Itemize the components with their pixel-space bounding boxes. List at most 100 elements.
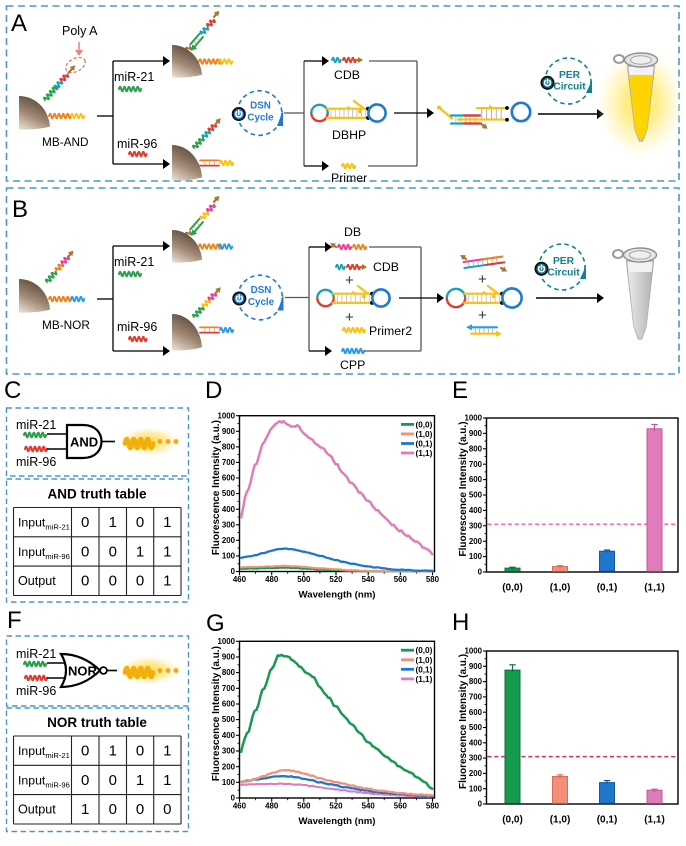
svg-text:A: A	[11, 10, 27, 37]
svg-text:(1,0): (1,0)	[416, 430, 433, 439]
svg-text:580: 580	[426, 575, 440, 584]
svg-text:600: 600	[222, 700, 236, 709]
svg-text:NOR truth table: NOR truth table	[47, 715, 147, 730]
svg-text:0: 0	[136, 514, 144, 531]
svg-text:Output: Output	[18, 803, 56, 817]
svg-text:200: 200	[469, 769, 483, 778]
svg-text:500: 500	[222, 489, 236, 498]
svg-text:(1,0): (1,0)	[416, 656, 433, 665]
svg-text:Cycle: Cycle	[247, 113, 274, 124]
svg-text:Primer2: Primer2	[369, 324, 412, 338]
svg-text:460: 460	[233, 802, 247, 811]
svg-text:DSN: DSN	[250, 101, 271, 112]
svg-text:miR-96: miR-96	[16, 455, 56, 469]
svg-text:DBHP: DBHP	[332, 128, 366, 142]
svg-text:AND truth table: AND truth table	[48, 487, 147, 502]
svg-text:0: 0	[136, 801, 144, 818]
svg-text:Wavelength (nm): Wavelength (nm)	[299, 590, 376, 601]
svg-text:0: 0	[478, 800, 483, 809]
svg-text:400: 400	[222, 731, 236, 740]
svg-text:0: 0	[81, 772, 89, 789]
svg-text:0: 0	[81, 743, 89, 760]
svg-text:H: H	[452, 609, 469, 636]
svg-text:600: 600	[222, 474, 236, 483]
svg-text:1000: 1000	[217, 411, 235, 420]
svg-text:200: 200	[222, 762, 236, 771]
svg-text:+: +	[345, 272, 354, 289]
svg-text:0: 0	[81, 514, 89, 531]
svg-text:300: 300	[469, 521, 483, 530]
svg-text:200: 200	[222, 536, 236, 545]
svg-text:(1,1): (1,1)	[644, 583, 665, 594]
svg-text:AND: AND	[70, 435, 98, 450]
svg-text:0: 0	[109, 772, 117, 789]
svg-text:1: 1	[109, 514, 117, 531]
svg-text:Fluorescence Intensity (a.u.): Fluorescence Intensity (a.u.)	[211, 646, 222, 781]
svg-text:MB-NOR: MB-NOR	[42, 318, 90, 332]
svg-text:Primer: Primer	[331, 171, 367, 185]
svg-text:480: 480	[265, 575, 279, 584]
svg-text:500: 500	[297, 575, 311, 584]
svg-text:Fluorescence Intensity (a.u.): Fluorescence Intensity (a.u.)	[458, 421, 469, 556]
svg-text:700: 700	[469, 693, 483, 702]
svg-text:miR-96: miR-96	[117, 137, 157, 151]
svg-text:(0,1): (0,1)	[597, 583, 618, 594]
svg-text:G: G	[206, 610, 225, 637]
svg-text:Fluorescence Intensity (a.u.): Fluorescence Intensity (a.u.)	[211, 420, 222, 555]
svg-text:(0,0): (0,0)	[502, 583, 523, 594]
svg-text:0: 0	[478, 568, 483, 577]
svg-text:1: 1	[109, 743, 117, 760]
svg-text:miR-96: miR-96	[16, 684, 56, 698]
svg-text:0: 0	[109, 543, 117, 560]
svg-text:800: 800	[469, 677, 483, 686]
svg-text:miR-96: miR-96	[117, 320, 157, 334]
svg-text:460: 460	[233, 575, 247, 584]
svg-text:0: 0	[109, 573, 117, 590]
svg-text:580: 580	[426, 802, 440, 811]
svg-text:(0,1): (0,1)	[597, 815, 618, 826]
svg-text:300: 300	[469, 754, 483, 763]
svg-text:800: 800	[222, 668, 236, 677]
svg-text:500: 500	[469, 491, 483, 500]
svg-text:DB: DB	[344, 225, 361, 239]
svg-text:InputmiR-96: InputmiR-96	[18, 773, 70, 789]
svg-text:1000: 1000	[464, 414, 482, 423]
svg-text:(0,0): (0,0)	[416, 420, 433, 429]
svg-text:0: 0	[231, 567, 236, 576]
svg-text:480: 480	[265, 802, 279, 811]
svg-text:300: 300	[222, 520, 236, 529]
svg-text:InputmiR-96: InputmiR-96	[18, 545, 70, 561]
svg-text:miR-21: miR-21	[114, 255, 154, 269]
svg-text:0: 0	[136, 573, 144, 590]
svg-text:500: 500	[469, 723, 483, 732]
svg-text:InputmiR-21: InputmiR-21	[18, 516, 70, 532]
svg-text:400: 400	[222, 505, 236, 514]
svg-text:F: F	[7, 607, 22, 634]
svg-text:(1,0): (1,0)	[550, 815, 571, 826]
svg-text:1000: 1000	[217, 637, 235, 646]
svg-text:C: C	[4, 377, 21, 404]
svg-text:0: 0	[163, 801, 171, 818]
svg-text:600: 600	[469, 708, 483, 717]
svg-text:D: D	[205, 377, 222, 404]
svg-text:CDB: CDB	[373, 260, 399, 274]
svg-text:0: 0	[109, 801, 117, 818]
svg-text:CDB: CDB	[334, 68, 360, 82]
svg-text:Circuit: Circuit	[547, 267, 580, 278]
svg-text:100: 100	[222, 778, 236, 787]
svg-text:100: 100	[469, 784, 483, 793]
svg-text:400: 400	[469, 506, 483, 515]
svg-text:540: 540	[362, 575, 376, 584]
svg-text:1: 1	[163, 573, 171, 590]
svg-text:PER: PER	[553, 256, 575, 267]
svg-text:1: 1	[163, 743, 171, 760]
svg-text:520: 520	[329, 575, 343, 584]
svg-text:560: 560	[394, 802, 408, 811]
svg-text:Poly A: Poly A	[62, 24, 98, 38]
svg-text:1: 1	[81, 801, 89, 818]
svg-text:miR-21: miR-21	[16, 647, 56, 661]
svg-text:Cycle: Cycle	[248, 297, 275, 308]
svg-text:NOR: NOR	[68, 664, 98, 679]
svg-text:miR-21: miR-21	[16, 418, 56, 432]
svg-text:(1,1): (1,1)	[644, 815, 665, 826]
